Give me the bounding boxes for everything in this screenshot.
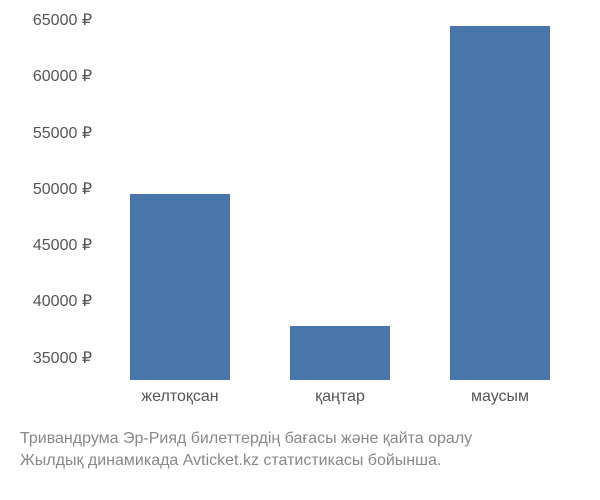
y-tick-label: 60000 ₽	[33, 66, 92, 86]
caption-line-2: Жылдық динамикада Avticket.kz статистика…	[20, 450, 580, 472]
y-tick-label: 40000 ₽	[33, 291, 92, 311]
x-tick-label: маусым	[471, 388, 529, 406]
price-bar-chart: Тривандрума Эр-Рияд билеттердің бағасы ж…	[0, 0, 600, 500]
x-tick-label: желтоқсан	[141, 388, 218, 406]
plot-area	[100, 20, 580, 380]
y-tick-label: 45000 ₽	[33, 235, 92, 255]
y-tick-label: 65000 ₽	[33, 10, 92, 30]
bar	[450, 26, 549, 380]
chart-caption: Тривандрума Эр-Рияд билеттердің бағасы ж…	[20, 428, 580, 473]
y-tick-label: 50000 ₽	[33, 179, 92, 199]
x-tick-label: қаңтар	[315, 388, 365, 406]
caption-line-1: Тривандрума Эр-Рияд билеттердің бағасы ж…	[20, 428, 580, 450]
bar	[290, 326, 389, 380]
y-tick-label: 35000 ₽	[33, 348, 92, 368]
y-tick-label: 55000 ₽	[33, 123, 92, 143]
bar	[130, 194, 229, 380]
